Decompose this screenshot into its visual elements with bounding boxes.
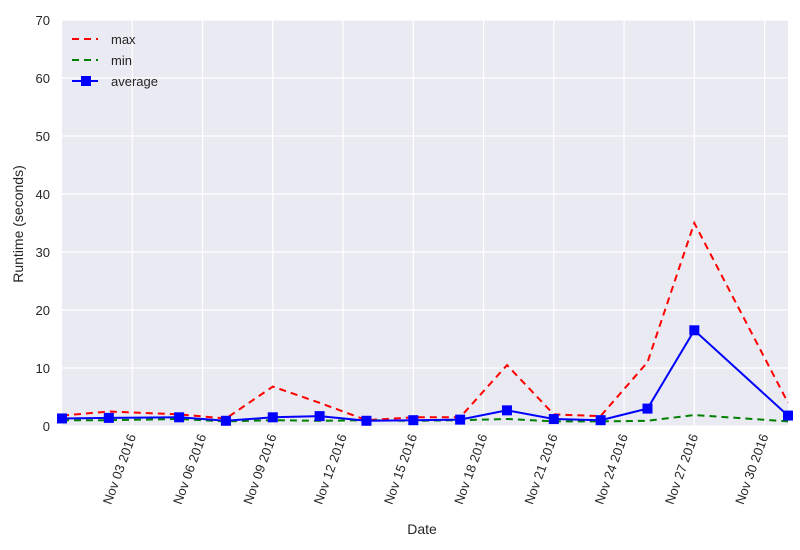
data-point-average [689,325,700,336]
x-tick-label: Nov 06 2016 [170,432,209,506]
y-axis-title: Runtime (seconds) [10,165,26,283]
data-point-average [501,405,512,416]
y-axis-ticks: 0 10 20 30 40 50 60 70 [36,13,50,434]
y-tick-label: 50 [36,129,50,144]
series-layer [57,220,793,426]
y-tick-label: 20 [36,303,50,318]
y-tick-label: 70 [36,13,50,28]
data-point-average [361,415,372,426]
x-tick-label: Nov 18 2016 [451,432,490,506]
x-tick-label: Nov 15 2016 [381,432,420,506]
data-point-average [267,412,278,423]
legend-label-max: max [111,32,136,47]
x-tick-label: Nov 03 2016 [100,432,139,506]
y-tick-label: 60 [36,71,50,86]
data-point-average [455,414,466,425]
data-point-average [783,410,793,421]
data-point-average [314,411,325,422]
data-point-average [57,413,67,424]
y-tick-label: 10 [36,361,50,376]
series-line-max [61,220,789,422]
y-tick-label: 30 [36,245,50,260]
grid-lines [62,19,788,427]
data-point-average [220,415,231,426]
x-tick-label: Nov 12 2016 [311,432,350,506]
x-tick-label: Nov 21 2016 [521,432,560,506]
data-point-average [103,412,114,423]
plot-background [62,20,788,426]
legend-label-average: average [111,74,158,89]
data-point-average [408,415,419,426]
x-tick-label: Nov 24 2016 [592,432,631,506]
x-tick-label: Nov 27 2016 [662,432,701,506]
legend-marker-average [81,76,91,86]
data-point-average [174,412,185,423]
data-point-average [595,415,606,426]
x-axis-ticks: Nov 03 2016 Nov 06 2016 Nov 09 2016 Nov 12 … [100,432,772,506]
data-point-average [548,414,559,425]
x-axis-title: Date [407,521,437,537]
data-point-average [642,403,653,414]
y-tick-label: 40 [36,187,50,202]
x-tick-label: Nov 09 2016 [240,432,279,506]
legend: max min average [72,32,158,89]
y-tick-label: 0 [43,419,50,434]
legend-label-min: min [111,53,132,68]
x-tick-label: Nov 30 2016 [732,432,771,506]
